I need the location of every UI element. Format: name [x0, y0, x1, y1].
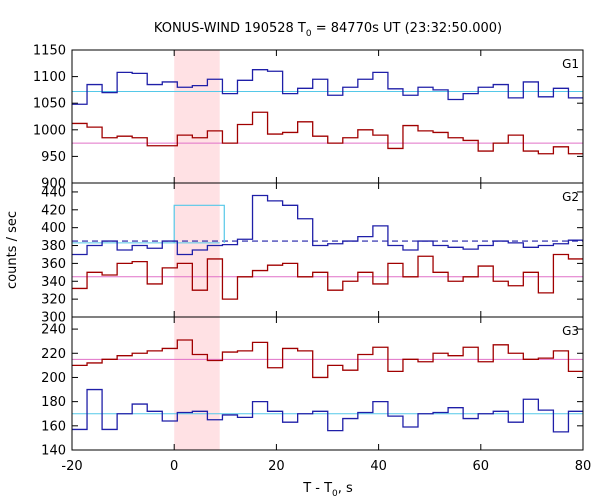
y-tick-label: 400: [41, 221, 66, 236]
chart-title-subscript: 0: [306, 29, 312, 39]
y-tick-label: 320: [41, 293, 66, 308]
y-tick-label: 380: [41, 239, 66, 254]
chart-title: KONUS-WIND 190528 T0 = 84770s UT (23:32:…: [154, 21, 502, 39]
panel-frame: [71, 49, 584, 184]
x-axis-label-main: T - T: [302, 481, 332, 496]
y-tick-label: 340: [41, 275, 66, 290]
y-axis-label: counts / sec: [5, 211, 20, 289]
lightcurve-step-blue: [72, 194, 583, 256]
y-tick-label: 140: [41, 444, 66, 459]
x-tick-label: 40: [370, 459, 387, 474]
x-tick-label: 20: [268, 459, 285, 474]
lightcurve-step-blue: [72, 69, 583, 105]
panel-g1: 900 950 1000 1050 1100 1150 G1: [33, 44, 584, 192]
x-tick-label: -20: [61, 459, 82, 474]
y-tick-label: 1000: [33, 123, 66, 138]
x-axis-label-subscript: 0: [332, 489, 338, 499]
lightcurve-step-red: [72, 111, 583, 155]
y-tick-label: 180: [41, 395, 66, 410]
y-tick-label: 360: [41, 257, 66, 272]
panel-data-group: [72, 69, 583, 155]
x-axis-label-rest: , s: [338, 481, 353, 496]
panel-data-group: [72, 339, 583, 433]
panel-tag-g1: G1: [562, 57, 579, 71]
y-tick-label: 420: [41, 203, 66, 218]
x-tick-label: 60: [473, 459, 490, 474]
panel-tag-g2: G2: [562, 190, 579, 204]
y-tick-label: 1100: [33, 70, 66, 85]
chart-title-main: KONUS-WIND 190528 T: [154, 21, 306, 36]
y-tick-label: 300: [41, 311, 66, 326]
lightcurve-step-blue: [72, 388, 583, 433]
burst-level-box: [173, 204, 225, 243]
y-tick-label: 160: [41, 419, 66, 434]
y-tick-label: 220: [41, 347, 66, 362]
chart-title-rest: = 84770s UT (23:32:50.000): [312, 21, 502, 36]
plot-area: 900 950 1000 1050 1100 1150 G1 300 320 340 360 380 4…: [33, 44, 592, 475]
y-tick-label: 900: [41, 177, 66, 192]
panel-data-group: [72, 194, 583, 300]
lightcurve-step-red: [72, 339, 583, 379]
panel-frame: [71, 182, 584, 318]
panel-g2: 300 320 340 360 380 400 420 440 G2: [41, 182, 584, 326]
y-tick-label: 440: [41, 185, 66, 200]
x-tick-label: 0: [170, 459, 178, 474]
x-tick-label: 80: [575, 459, 592, 474]
y-tick-label: 200: [41, 371, 66, 386]
y-tick-label: 1150: [33, 44, 66, 59]
panel-g3: 140 160 180 200 220 240 G3: [41, 316, 584, 459]
y-tick-label: 1050: [33, 97, 66, 112]
y-tick-label: 240: [41, 323, 66, 338]
y-tick-label: 950: [41, 150, 66, 165]
panel-frame: [71, 316, 584, 451]
panel-tag-g3: G3: [562, 324, 579, 338]
lightcurve-step-red: [72, 253, 583, 300]
x-axis-label: T - T0, s: [302, 481, 353, 499]
